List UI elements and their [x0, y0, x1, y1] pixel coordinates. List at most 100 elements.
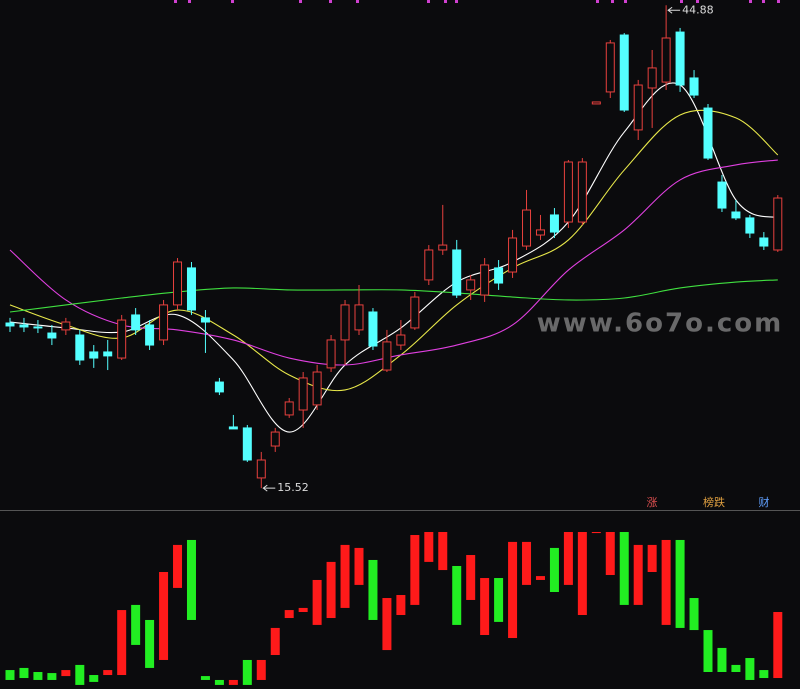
candle-body: [61, 321, 71, 331]
indicator-bar: [214, 679, 224, 685]
indicator-bar: [256, 659, 266, 680]
indicator-bar: [131, 604, 141, 645]
tag-label: 财: [759, 495, 770, 509]
candle-body: [438, 244, 448, 251]
indicator-bar: [438, 532, 448, 571]
candle-body: [452, 249, 462, 296]
candle-body: [675, 31, 685, 86]
candle-body: [731, 211, 741, 219]
annotation-label: 44.88: [682, 3, 714, 16]
candle-body: [145, 324, 155, 346]
tag-label: 榜跌: [703, 495, 725, 509]
indicator-bar: [19, 667, 29, 679]
candle-body: [173, 261, 183, 306]
indicator-bar: [284, 610, 294, 619]
indicator-bar: [61, 670, 71, 677]
candle-body: [773, 197, 783, 251]
indicator-bar: [605, 532, 615, 576]
indicator-bar: [563, 532, 573, 585]
indicator-bar: [340, 544, 350, 608]
indicator-bar: [647, 544, 657, 573]
indicator-bar: [577, 532, 587, 616]
indicator-bar: [242, 659, 252, 685]
indicator-bar: [200, 676, 210, 680]
candle-body: [689, 77, 699, 96]
moving-average-line: [9, 279, 778, 313]
candle-body: [312, 371, 322, 406]
moving-average-line: [9, 82, 779, 433]
candle-body: [633, 84, 643, 131]
indicator-bar: [452, 565, 462, 625]
indicator-bar: [494, 578, 504, 622]
annotation-arrow: [262, 484, 276, 492]
indicator-bar: [731, 664, 741, 673]
indicator-bar: [354, 547, 364, 585]
candle-body: [759, 237, 769, 247]
indicator-bar: [410, 535, 420, 605]
candle-body: [480, 264, 490, 296]
candle-body: [270, 431, 280, 447]
indicator-bar: [89, 675, 99, 682]
top-markers: [174, 0, 780, 3]
candle-body: [535, 229, 545, 236]
candle-body: [298, 377, 308, 411]
candle-body: [522, 209, 532, 247]
indicator-bar: [424, 532, 434, 562]
candle-body: [89, 351, 99, 359]
indicator-bar: [312, 579, 322, 625]
candle-body: [33, 326, 43, 329]
candle-body: [508, 237, 518, 273]
candle-body: [75, 334, 85, 361]
indicator-bar: [661, 539, 671, 625]
candle-body: [242, 427, 252, 461]
candle-body: [703, 107, 713, 159]
indicator-bar: [535, 576, 545, 580]
indicator-bar: [186, 539, 196, 620]
candle-body: [326, 339, 336, 369]
candle-body: [494, 267, 504, 284]
indicator-bar: [75, 664, 85, 685]
candle-body: [577, 161, 587, 223]
indicator-bar: [228, 679, 238, 685]
indicator-bar: [591, 532, 601, 534]
candle-body: [47, 332, 57, 339]
candle-body: [256, 459, 266, 479]
candle-body: [354, 304, 364, 331]
indicator-bar: [549, 547, 559, 593]
indicator-bar: [117, 610, 127, 676]
indicator-bar: [689, 598, 699, 631]
indicator-bar: [326, 561, 336, 619]
annotation-arrow: [667, 6, 681, 14]
candle-body: [745, 217, 755, 234]
candle-body: [340, 304, 350, 341]
candle-body: [466, 279, 476, 291]
indicator-bar: [773, 612, 783, 679]
candle-body: [103, 351, 113, 357]
candle-body: [410, 296, 420, 329]
candle-body: [186, 267, 196, 311]
candle-body: [382, 341, 392, 371]
indicator-bar: [466, 555, 476, 600]
indicator-bar: [33, 672, 43, 680]
candle-body: [228, 426, 238, 430]
indicator-bar: [619, 532, 629, 605]
indicator-bar: [270, 627, 280, 656]
candle-body: [5, 322, 15, 327]
candle-body: [424, 249, 434, 281]
candle-body: [368, 311, 378, 347]
indicator-bar: [396, 595, 406, 616]
indicator-bar: [480, 578, 490, 636]
indicator-bar: [703, 630, 713, 673]
candle-body: [131, 314, 141, 331]
candle-body: [214, 381, 224, 393]
indicator-bar: [522, 541, 532, 585]
candle-body: [200, 317, 210, 323]
candle-body: [605, 42, 615, 93]
indicator-bar: [759, 670, 769, 679]
candle-body: [563, 161, 573, 223]
annotation-label: 15.52: [277, 481, 309, 494]
indicator-bar: [633, 544, 643, 605]
candle-body: [117, 319, 127, 359]
